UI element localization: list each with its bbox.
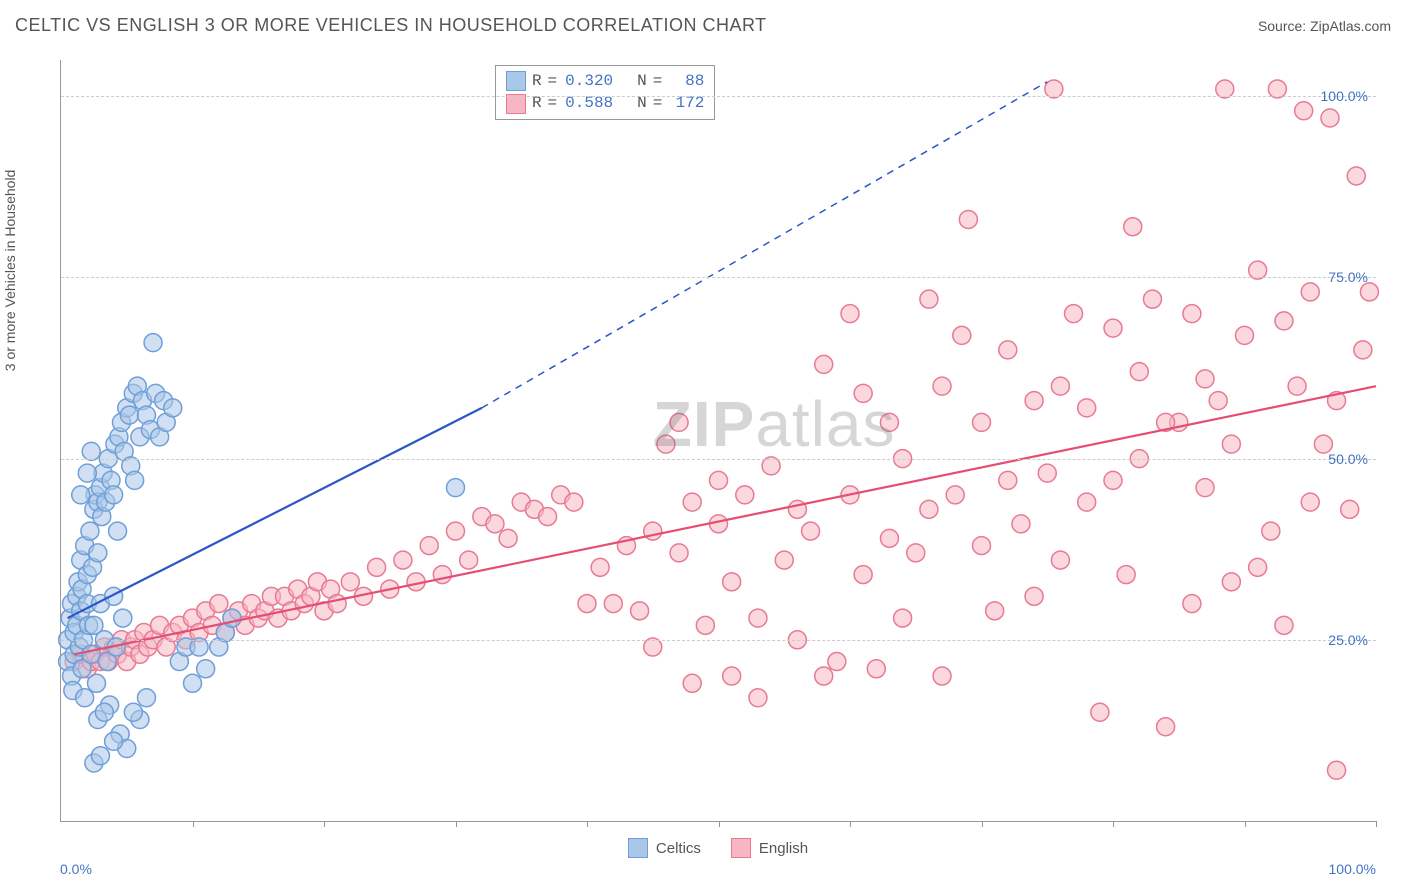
- y-tick-label: 75.0%: [1328, 269, 1368, 285]
- scatter-plot-svg: [61, 60, 1376, 821]
- x-tick: [587, 821, 588, 827]
- correlation-legend: R=0.320N=88R=0.588N=172: [495, 65, 715, 120]
- x-tick: [1376, 821, 1377, 827]
- correlation-legend-row: R=0.320N=88: [506, 70, 704, 92]
- n-value: 88: [668, 70, 704, 92]
- series-legend: Celtics English: [60, 837, 1376, 859]
- x-tick: [719, 821, 720, 827]
- legend-item-celtics: Celtics: [628, 838, 701, 858]
- chart-title: CELTIC VS ENGLISH 3 OR MORE VEHICLES IN …: [15, 15, 767, 36]
- x-tick: [1245, 821, 1246, 827]
- y-tick-label: 100.0%: [1321, 88, 1368, 104]
- x-axis-max-label: 100.0%: [1329, 861, 1376, 877]
- x-tick: [324, 821, 325, 827]
- r-label: R: [532, 70, 542, 92]
- legend-item-english: English: [731, 838, 808, 858]
- swatch-english: [731, 838, 751, 858]
- chart-container: 3 or more Vehicles in Household ZIPatlas…: [15, 50, 1391, 877]
- y-tick-label: 50.0%: [1328, 451, 1368, 467]
- legend-swatch: [506, 71, 526, 91]
- grid-line: [61, 459, 1376, 460]
- grid-line: [61, 96, 1376, 97]
- grid-line: [61, 277, 1376, 278]
- x-tick: [850, 821, 851, 827]
- swatch-celtics: [628, 838, 648, 858]
- source-name: ZipAtlas.com: [1310, 18, 1391, 34]
- x-tick: [193, 821, 194, 827]
- grid-line: [61, 640, 1376, 641]
- x-tick: [1113, 821, 1114, 827]
- equals-sign: =: [653, 70, 663, 92]
- chart-source: Source: ZipAtlas.com: [1258, 18, 1391, 34]
- n-label: N: [637, 70, 647, 92]
- r-value: 0.320: [563, 70, 613, 92]
- x-tick: [982, 821, 983, 827]
- y-axis-label: 3 or more Vehicles in Household: [2, 169, 18, 371]
- legend-label-english: English: [759, 840, 808, 857]
- equals-sign: =: [548, 70, 558, 92]
- legend-label-celtics: Celtics: [656, 840, 701, 857]
- x-tick: [456, 821, 457, 827]
- source-prefix: Source:: [1258, 18, 1310, 34]
- x-axis-min-label: 0.0%: [60, 861, 92, 877]
- chart-header: CELTIC VS ENGLISH 3 OR MORE VEHICLES IN …: [15, 15, 1391, 36]
- y-tick-label: 25.0%: [1328, 632, 1368, 648]
- plot-area: ZIPatlas R=0.320N=88R=0.588N=172 25.0%50…: [60, 60, 1376, 822]
